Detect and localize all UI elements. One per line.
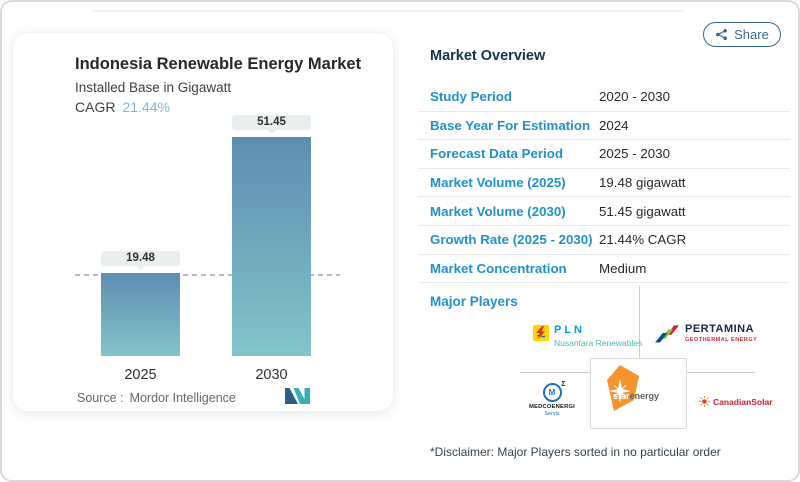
medco-sigma-mark: Σ <box>561 381 566 388</box>
row-value: 21.44% CAGR <box>599 232 687 248</box>
x-axis-label-2030: 2030 <box>255 367 288 383</box>
cagr-value: 21.44% <box>122 99 170 115</box>
row-label: Market Concentration <box>430 260 567 276</box>
mordor-intelligence-logo-icon <box>285 388 311 410</box>
major-players-heading: Major Players <box>430 294 518 309</box>
row-label: Market Volume (2030) <box>430 203 566 219</box>
star-word: star <box>613 391 630 401</box>
table-row: Market Volume (2025) 19.48 gigawatt <box>418 169 790 198</box>
players-disclaimer: *Disclaimer: Major Players sorted in no … <box>430 445 721 459</box>
bar-value-label-2025: 19.48 <box>101 251 180 270</box>
row-value: 2020 - 2030 <box>599 89 670 105</box>
star-energy-gem-icon <box>607 365 639 416</box>
pln-subtitle: Nusantara Renewables <box>554 338 643 348</box>
row-label: Study Period <box>430 89 513 105</box>
source-name: Mordor Intelligence <box>129 391 236 405</box>
energy-word: energy <box>629 391 660 401</box>
pertamina-name: PERTAMINA <box>685 322 755 335</box>
canadian-solar-name: CanadianSolar <box>713 396 773 407</box>
logo-medcoenergi: M Σ MEDCOENERGI Servis <box>524 381 580 417</box>
row-value: 2025 - 2030 <box>599 146 670 162</box>
table-row: Base Year For Estimation 2024 <box>418 112 790 141</box>
medco-name: MEDCOENERGI <box>528 404 575 410</box>
share-button[interactable]: Share <box>703 22 781 47</box>
share-button-label: Share <box>734 27 769 42</box>
x-axis-label-2025: 2025 <box>124 367 157 383</box>
table-row: Forecast Data Period 2025 - 2030 <box>418 140 790 169</box>
logo-canadian-solar: CanadianSolar <box>699 396 773 407</box>
table-row: Growth Rate (2025 - 2030) 21.44% CAGR <box>418 226 790 255</box>
cagr-row: CAGR 21.44% <box>75 99 170 115</box>
background-card-edge <box>92 10 684 12</box>
medco-subtitle: Servis <box>544 411 560 417</box>
reference-dashed-line <box>75 274 340 276</box>
chart-title: Indonesia Renewable Energy Market <box>75 55 362 73</box>
bar-value-label-2030: 51.45 <box>232 115 311 134</box>
source-row: Source : Mordor Intelligence <box>77 391 236 405</box>
row-label: Base Year For Estimation <box>430 117 591 133</box>
chart-card: Indonesia Renewable Energy Market Instal… <box>12 32 394 412</box>
logo-star-energy: starenergy <box>590 358 687 429</box>
market-overview-table: Study Period 2020 - 2030 Base Year For E… <box>418 83 790 284</box>
row-label: Forecast Data Period <box>430 146 564 162</box>
market-overview-heading: Market Overview <box>430 48 546 64</box>
table-row: Market Concentration Medium <box>418 255 790 284</box>
bar-2025 <box>101 273 180 356</box>
row-label: Growth Rate (2025 - 2030) <box>430 232 593 248</box>
chart-subtitle: Installed Base in Gigawatt <box>75 80 232 95</box>
players-connector-vertical <box>639 286 640 359</box>
row-label: Market Volume (2025) <box>430 175 566 191</box>
table-row: Market Volume (2030) 51.45 gigawatt <box>418 197 790 226</box>
canadian-solar-sun-icon <box>699 396 710 407</box>
share-icon <box>715 28 728 41</box>
bar-2030 <box>232 137 311 356</box>
table-row: Study Period 2020 - 2030 <box>418 83 790 112</box>
source-label: Source : <box>77 391 124 405</box>
medco-monogram: M <box>548 388 556 397</box>
star-energy-wordmark: starenergy <box>613 391 659 401</box>
pertamina-arrow-icon <box>655 323 680 343</box>
row-value: 51.45 gigawatt <box>599 203 686 219</box>
pertamina-subtitle: GEOTHERMAL ENERGY <box>685 336 758 343</box>
row-value: Medium <box>599 260 647 276</box>
row-value: 2024 <box>599 117 629 133</box>
medco-circle-icon: M Σ <box>542 381 566 402</box>
logo-pln: PLN Nusantara Renewables <box>533 325 642 348</box>
pln-shield-icon <box>533 325 549 341</box>
pln-name: PLN <box>554 324 585 336</box>
row-value: 19.48 gigawatt <box>599 175 686 191</box>
logo-pertamina: PERTAMINA GEOTHERMAL ENERGY <box>655 323 757 343</box>
cagr-label: CAGR <box>75 99 116 115</box>
